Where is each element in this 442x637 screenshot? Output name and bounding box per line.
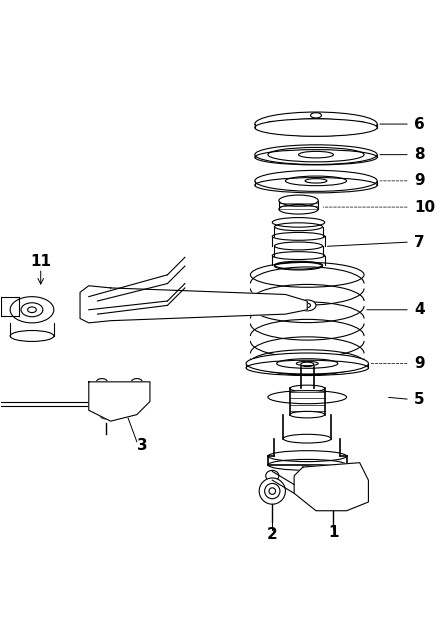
- Polygon shape: [294, 462, 369, 511]
- Text: 3: 3: [137, 438, 148, 453]
- Ellipse shape: [131, 378, 142, 385]
- Text: 9: 9: [414, 173, 425, 189]
- Polygon shape: [89, 382, 150, 421]
- Ellipse shape: [259, 478, 286, 505]
- Text: 2: 2: [267, 527, 278, 542]
- Text: 5: 5: [414, 392, 425, 407]
- Ellipse shape: [255, 119, 377, 136]
- Ellipse shape: [298, 300, 316, 311]
- Ellipse shape: [114, 389, 133, 404]
- Ellipse shape: [268, 390, 347, 404]
- Text: 10: 10: [414, 199, 435, 215]
- Ellipse shape: [325, 474, 351, 496]
- Text: 8: 8: [414, 147, 425, 162]
- Ellipse shape: [246, 353, 369, 374]
- Text: 11: 11: [30, 254, 51, 269]
- Ellipse shape: [255, 170, 377, 191]
- Polygon shape: [80, 286, 307, 323]
- Ellipse shape: [255, 145, 377, 164]
- Ellipse shape: [10, 297, 54, 323]
- Text: 6: 6: [414, 117, 425, 132]
- Text: 9: 9: [414, 356, 425, 371]
- Text: 7: 7: [414, 234, 425, 250]
- Ellipse shape: [96, 378, 107, 385]
- Ellipse shape: [272, 218, 325, 227]
- Ellipse shape: [279, 195, 318, 206]
- Ellipse shape: [255, 112, 377, 136]
- Text: 4: 4: [414, 303, 425, 317]
- Text: 1: 1: [328, 525, 339, 540]
